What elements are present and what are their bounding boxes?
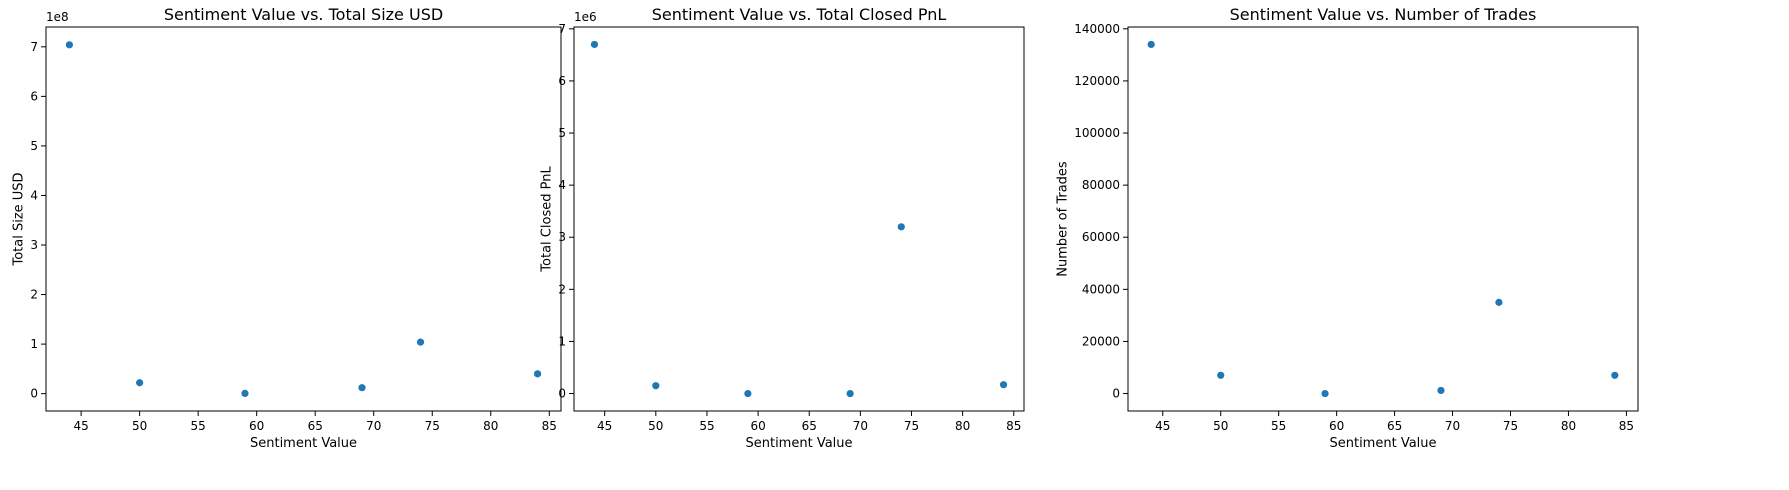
y-axis-label: Total Size USD	[11, 172, 26, 266]
axes-frame	[45, 26, 562, 412]
data-point	[846, 389, 854, 398]
x-tick-label: 65	[308, 419, 323, 433]
y-tick-label: 3	[30, 238, 38, 252]
data-point	[652, 382, 660, 390]
x-tick-label: 45	[73, 419, 88, 433]
x-tick-label: 60	[249, 419, 264, 433]
data-point	[590, 40, 599, 49]
x-axis-label: Sentiment Value	[250, 436, 357, 451]
y-tick-label: 7	[30, 40, 38, 54]
y-tick-label: 40000	[1082, 282, 1120, 296]
y-tick-label: 1	[30, 337, 38, 351]
data-point	[1217, 371, 1225, 379]
y-tick-label: 0	[558, 387, 566, 401]
x-tick-label: 65	[1387, 419, 1402, 433]
x-tick-label: 85	[1006, 419, 1021, 433]
x-tick-label: 75	[904, 419, 919, 433]
y-axis-label: Total Closed PnL	[539, 166, 554, 273]
x-axis-label: Sentiment Value	[745, 436, 852, 451]
y-tick-label: 5	[558, 126, 566, 140]
data-point	[416, 338, 425, 346]
y-tick-label: 120000	[1074, 74, 1120, 88]
x-tick-label: 60	[1329, 419, 1344, 433]
y-tick-label: 6	[558, 74, 566, 88]
x-tick-label: 55	[1271, 419, 1286, 433]
chart-title: Sentiment Value vs. Total Closed PnL	[652, 5, 947, 24]
y-offset-label: 1e8	[46, 10, 69, 24]
y-tick-label: 4	[558, 178, 566, 192]
x-tick-label: 75	[425, 419, 440, 433]
data-point	[1147, 40, 1155, 49]
x-tick-label: 55	[699, 419, 714, 433]
x-tick-label: 60	[750, 419, 765, 433]
x-tick-label: 50	[132, 419, 147, 433]
y-tick-label: 140000	[1074, 22, 1120, 36]
x-tick-label: 75	[1503, 419, 1518, 433]
y-axis-label: Number of Trades	[1055, 161, 1070, 277]
y-tick-label: 100000	[1074, 126, 1120, 140]
data-point	[358, 384, 366, 392]
y-tick-label: 5	[30, 139, 38, 153]
data-point	[1321, 389, 1329, 398]
data-point	[897, 223, 905, 231]
y-tick-label: 80000	[1082, 178, 1120, 192]
chart-3: Sentiment Value vs. Number of Trades 45 50…	[1055, 5, 1639, 451]
y-tick-label: 2	[30, 288, 38, 302]
data-point	[999, 381, 1008, 389]
data-point	[1495, 298, 1503, 306]
data-point	[241, 389, 249, 398]
x-tick-label: 85	[542, 419, 557, 433]
data-point	[65, 41, 74, 49]
x-tick-label: 50	[648, 419, 663, 433]
x-tick-label: 65	[802, 419, 817, 433]
x-axis-label: Sentiment Value	[1329, 436, 1436, 451]
x-tick-label: 70	[853, 419, 868, 433]
chart-title: Sentiment Value vs. Total Size USD	[164, 5, 443, 24]
y-tick-label: 7	[558, 22, 566, 36]
x-tick-label: 80	[1561, 419, 1576, 433]
x-tick-label: 45	[1155, 419, 1170, 433]
data-point	[744, 389, 752, 398]
data-point	[136, 379, 144, 387]
y-tick-label: 3	[558, 230, 566, 244]
y-offset-label: 1e6	[574, 10, 597, 24]
x-tick-label: 70	[1445, 419, 1460, 433]
y-tick-label: 0	[1112, 387, 1120, 401]
x-tick-label: 45	[597, 419, 612, 433]
y-tick-label: 20000	[1082, 334, 1120, 348]
data-point	[1437, 386, 1445, 395]
x-tick-label: 55	[191, 419, 206, 433]
x-tick-label: 50	[1213, 419, 1228, 433]
x-tick-label: 85	[1619, 419, 1634, 433]
axes-frame	[1127, 26, 1639, 412]
data-point	[533, 370, 542, 378]
data-point	[1611, 371, 1619, 379]
x-tick-label: 80	[955, 419, 970, 433]
chart-title: Sentiment Value vs. Number of Trades	[1230, 5, 1537, 24]
axes-frame	[573, 26, 1025, 412]
y-tick-label: 60000	[1082, 230, 1120, 244]
y-tick-label: 1	[558, 334, 566, 348]
y-tick-label: 4	[30, 188, 38, 202]
y-tick-label: 2	[558, 282, 566, 296]
x-tick-label: 70	[366, 419, 381, 433]
y-tick-label: 0	[30, 387, 38, 401]
x-tick-label: 80	[483, 419, 498, 433]
y-tick-label: 6	[30, 89, 38, 103]
